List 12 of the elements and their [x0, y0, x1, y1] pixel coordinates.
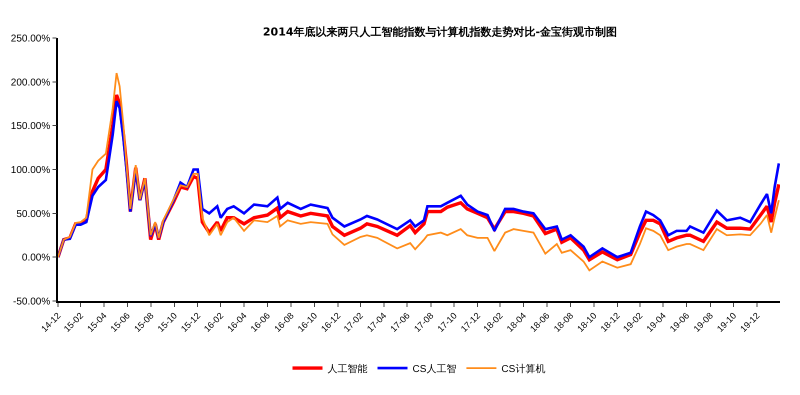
- y-tick-label: 150.00%: [10, 121, 50, 132]
- chart-title: 2014年底以来两只人工智能指数与计算机指数走势对比-金宝街观市制图: [262, 25, 618, 38]
- y-tick-label: 50.00%: [16, 208, 50, 220]
- y-tick-label: 0.00%: [22, 252, 50, 264]
- legend-label: CS计算机: [501, 363, 546, 375]
- y-tick-label: 200.00%: [10, 77, 50, 88]
- legend-label: 人工智能: [328, 363, 368, 375]
- y-tick-label: 250.00%: [10, 34, 50, 44]
- legend-label: CS人工智: [412, 363, 456, 375]
- y-tick-label: -50.00%: [13, 296, 50, 308]
- line-series: [58, 72, 780, 272]
- y-tick-label: 100.00%: [10, 165, 50, 176]
